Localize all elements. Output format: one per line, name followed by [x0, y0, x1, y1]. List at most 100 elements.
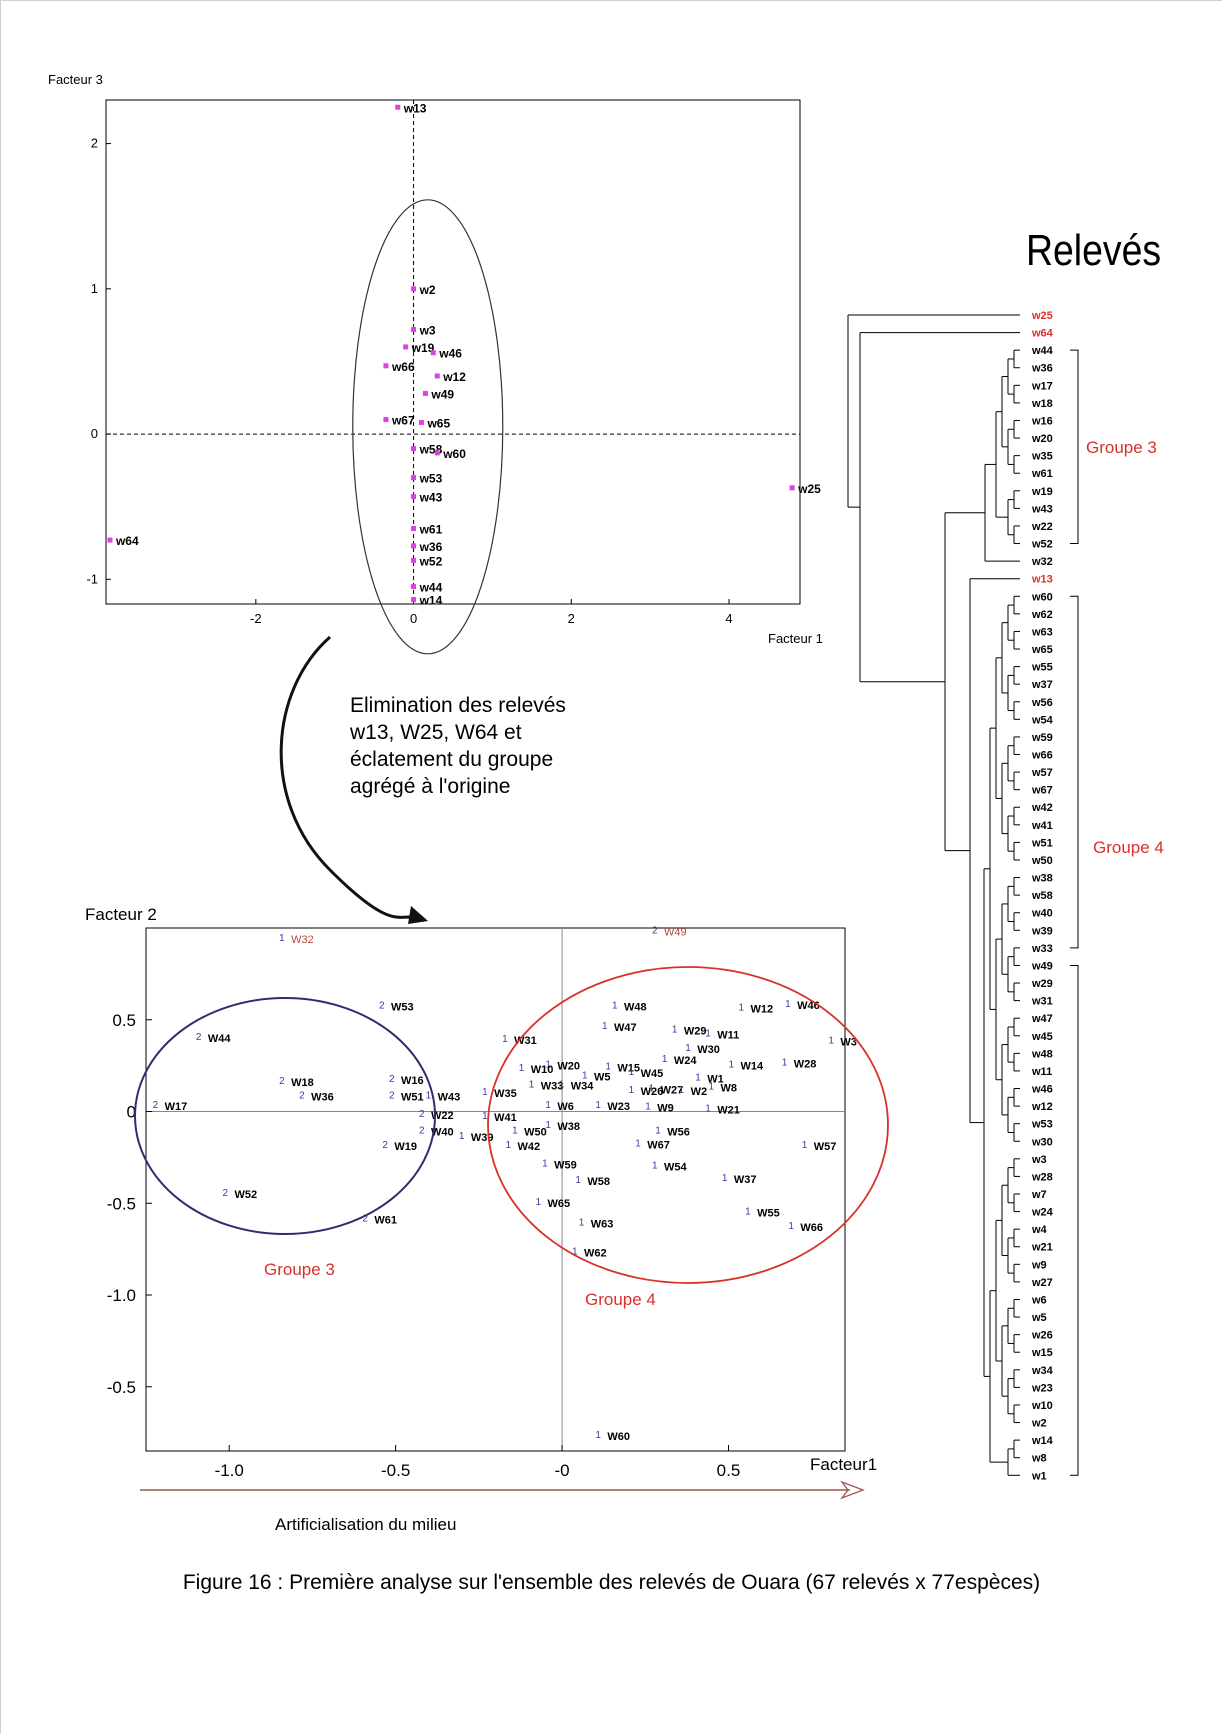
top-plot-aggregate-ellipse	[352, 199, 504, 655]
bottom-plot-point-label: W62	[584, 1248, 607, 1260]
top-plot-point-label: w46	[438, 347, 462, 361]
dendrogram-leaf-label: w23	[1031, 1382, 1053, 1394]
top-plot-point	[411, 475, 417, 481]
dendrogram-title: Relevés	[1026, 226, 1162, 275]
dendrogram-leaf-label: w62	[1031, 609, 1053, 621]
dendrogram-leaf-label: w9	[1031, 1259, 1047, 1271]
bottom-plot-point: 1	[572, 1247, 578, 1258]
dendrogram-leaf-label: w16	[1031, 415, 1053, 427]
bottom-plot-point: 1	[505, 1140, 511, 1151]
bottom-plot-xtick-label: -0	[555, 1461, 570, 1480]
bottom-plot-point: 1	[535, 1197, 541, 1208]
dendrogram-leaf-label: w27	[1031, 1277, 1053, 1289]
bottom-plot-point: 1	[545, 1059, 551, 1070]
bottom-plot-point-label: W31	[514, 1035, 537, 1047]
bottom-plot-point-label: W66	[800, 1222, 823, 1234]
bottom-plot-point-label: W16	[401, 1075, 424, 1087]
bottom-plot-point: 2	[223, 1188, 229, 1199]
dendrogram-leaf-label: w46	[1031, 1084, 1053, 1096]
dendrogram-leaf-label: w4	[1031, 1224, 1048, 1236]
dendrogram-leaf-label: w66	[1031, 750, 1053, 762]
bottom-plot-point-label: W57	[814, 1141, 837, 1153]
top-plot-point	[430, 350, 436, 356]
top-plot-point-label: w44	[419, 581, 443, 595]
bottom-plot-point: 1	[649, 1083, 655, 1094]
top-plot-ylabel: Facteur 3	[48, 72, 103, 87]
top-plot-point	[411, 525, 417, 531]
bottom-plot-point-label: W19	[394, 1141, 417, 1153]
bottom-plot-ylabel: Facteur 2	[85, 905, 157, 924]
bottom-plot-point-label: W56	[667, 1127, 690, 1139]
dendrogram-leaf-label: w29	[1031, 978, 1053, 990]
bottom-plot-point: 1	[545, 1100, 551, 1111]
bottom-plot-xlabel: Facteur1	[810, 1455, 878, 1474]
top-plot-point-label: w25	[797, 482, 821, 496]
dendrogram-leaf-label: w61	[1031, 468, 1053, 480]
bottom-plot-point-label: W9	[657, 1103, 674, 1115]
dendrogram-leaf-label: w20	[1031, 433, 1053, 445]
top-plot-point-label: w36	[419, 540, 443, 554]
dendrogram-leaf-label: w40	[1031, 908, 1053, 920]
bottom-plot-point-label: W55	[757, 1207, 780, 1219]
bottom-plot-point-label: W40	[431, 1127, 454, 1139]
bottom-plot-point: 1	[629, 1085, 635, 1096]
top-plot-frame	[105, 99, 801, 605]
bottom-plot-point: 1	[542, 1159, 548, 1170]
bottom-plot-point: 1	[652, 1160, 658, 1171]
dendrogram-leaf-label: w17	[1031, 380, 1053, 392]
bottom-plot-point-label: W67	[647, 1139, 670, 1151]
bottom-plot-point-label: W18	[291, 1077, 314, 1089]
dendrogram-leaf-label: w50	[1031, 855, 1053, 867]
bottom-plot-point: 1	[529, 1080, 535, 1091]
dendrogram-leaf-label: w39	[1031, 925, 1053, 937]
annotation-line-3: éclatement du groupe	[350, 748, 554, 771]
bottom-plot-point: 1	[705, 1104, 711, 1115]
dendrogram-leaf-label: w42	[1031, 802, 1053, 814]
bottom-plot-point-label: W14	[741, 1060, 765, 1072]
bottom-plot-point: 2	[299, 1091, 305, 1102]
bottom-plot-point-label: W61	[374, 1215, 397, 1227]
dendrogram-leaf-label: w26	[1031, 1330, 1053, 1342]
top-plot-point-label: w60	[442, 447, 466, 461]
bottom-plot-point-label: W63	[591, 1218, 614, 1230]
bottom-plot-ytick-label: 0	[127, 1103, 136, 1122]
bottom-plot-point-label: W23	[607, 1101, 630, 1113]
dendrogram-leaf-label: w55	[1031, 662, 1053, 674]
dendrogram-leaf-label: w15	[1031, 1347, 1053, 1359]
bottom-plot-point-label: W41	[494, 1112, 517, 1124]
dendrogram-leaf-label: w22	[1031, 521, 1053, 533]
bottom-plot-point: 1	[782, 1058, 788, 1069]
bottom-plot-point-label: W51	[401, 1092, 424, 1104]
top-plot-point	[411, 446, 417, 452]
figure-caption: Figure 16 : Première analyse sur l'ensem…	[182, 1571, 1041, 1594]
top-plot-point-label: w19	[411, 341, 435, 355]
dendrogram-leaf-label: w14	[1031, 1435, 1054, 1447]
bottom-plot-point-label: W26	[641, 1086, 664, 1098]
bottom-plot-point: 1	[482, 1111, 488, 1122]
dendrogram-leaf-label: w11	[1031, 1066, 1052, 1078]
bottom-plot-point: 1	[662, 1054, 668, 1065]
dendrogram-leaf-label: w53	[1031, 1119, 1053, 1131]
top-plot-ytick-label: 2	[91, 136, 98, 151]
bottom-plot-point-label: W44	[208, 1033, 232, 1045]
bottom-plot-point: 1	[602, 1021, 608, 1032]
bottom-plot-point: 1	[729, 1059, 735, 1070]
bottom-plot-point: 1	[502, 1034, 508, 1045]
bottom-plot-point-label: W47	[614, 1022, 637, 1034]
top-plot-point-label: w52	[419, 554, 443, 568]
bottom-plot-point: 1	[629, 1067, 635, 1078]
bottom-plot-point: 1	[426, 1091, 432, 1102]
dendrogram-leaf-label: w10	[1031, 1400, 1053, 1412]
top-plot-xtick-label: 2	[568, 611, 575, 626]
bottom-plot-point-label: W38	[557, 1121, 580, 1133]
bottom-plot-point-label: W6	[557, 1101, 574, 1113]
dendrogram-leaf-label: w45	[1031, 1031, 1053, 1043]
bottom-plot-point: 1	[595, 1100, 601, 1111]
bottom-plot-point: 1	[738, 1003, 744, 1014]
bottom-plot-ytick-label: 0.5	[112, 1011, 136, 1030]
dendrogram-leaf-label: w32	[1031, 556, 1053, 568]
bottom-plot-point: 1	[459, 1131, 465, 1142]
bottom-plot-point-label: W52	[235, 1189, 258, 1201]
top-plot-point-label: w66	[391, 360, 415, 374]
